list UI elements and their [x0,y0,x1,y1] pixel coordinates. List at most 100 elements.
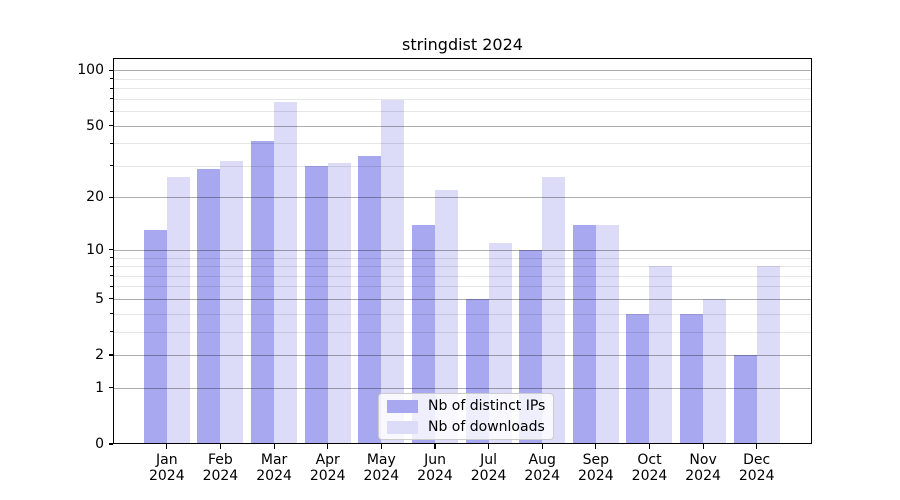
x-axis-tick-label: Dec 2024 [727,452,787,484]
bar-ips-jun [411,224,435,444]
x-tick-month: May [366,452,396,468]
bar-downloads-dec [756,266,780,444]
bar-downloads-sep [595,224,619,444]
minor-gridline [113,331,812,333]
bar-ips-oct [626,313,650,444]
x-tick-year: 2024 [148,468,185,484]
y-axis-tick-label: 20 [86,189,104,206]
y-axis-tick-mark [108,124,113,127]
x-tick-year: 2024 [685,468,721,484]
y-axis-minor-tick-mark [110,275,113,277]
x-tick-month: Dec [743,452,771,468]
x-axis-tick-label: May 2024 [351,452,411,484]
legend-item-distinct-ips: Nb of distinct IPs [387,397,545,415]
bar-downloads-apr [327,163,351,444]
x-axis-tick-mark [648,444,651,449]
bar-downloads-oct [649,266,673,444]
x-axis-tick-label: Nov 2024 [673,452,733,484]
major-gridline [113,387,812,389]
x-axis-tick-mark [488,444,490,449]
y-axis-tick-label: 2 [95,347,104,363]
y-axis-tick-mark [108,387,113,389]
x-tick-year: 2024 [631,468,668,484]
x-tick-year: 2024 [470,468,507,484]
chart-title: stringdist 2024 [402,35,523,54]
x-tick-year: 2024 [524,468,560,484]
x-tick-year: 2024 [577,468,614,484]
x-axis-tick-mark [166,444,168,449]
y-axis-tick-mark [108,443,113,445]
y-axis-tick-mark [108,196,113,198]
bar-downloads-jun [434,190,458,444]
y-axis-minor-tick-mark [110,142,113,144]
legend-swatch-downloads [387,420,418,434]
minor-gridline [113,286,812,288]
x-tick-month: Apr [315,452,340,468]
y-axis-tick-label: 0 [95,436,104,452]
y-axis-tick-mark [108,354,113,356]
x-axis-tick-mark [434,444,436,449]
bar-ips-may [358,156,382,444]
y-axis-tick-mark [108,249,113,251]
bar-downloads-mar [274,102,298,444]
y-axis-minor-tick-mark [110,257,113,258]
x-axis-tick-mark [327,444,329,449]
x-axis-tick-label: Feb 2024 [190,452,250,484]
y-axis-minor-tick-mark [110,285,113,287]
major-gridline [113,249,812,251]
bar-downloads-feb [220,160,244,444]
x-axis-tick-label: Jan 2024 [137,452,197,484]
bar-downloads-nov [703,298,727,444]
x-tick-month: Jan [156,452,178,468]
y-axis-minor-tick-mark [110,331,113,333]
y-axis-minor-tick-mark [110,87,113,89]
legend-label-distinct-ips: Nb of distinct IPs [428,398,546,414]
x-tick-year: 2024 [309,468,346,484]
legend-item-downloads: Nb of downloads [387,418,545,436]
bar-ips-feb [197,168,221,444]
x-axis-tick-label: Jul 2024 [459,452,519,484]
y-axis-tick-label: 50 [86,117,104,134]
y-axis-minor-tick-mark [110,313,113,315]
x-tick-year: 2024 [417,468,453,484]
x-tick-month: Mar [260,452,288,468]
x-tick-month: Jul [480,452,498,468]
bar-ips-sep [572,224,596,444]
plot-area [113,58,812,444]
y-axis-tick-label: 1 [95,379,104,396]
minor-gridline [113,266,812,267]
minor-gridline [113,78,812,80]
x-tick-year: 2024 [256,468,292,484]
bar-ips-jan [143,230,167,444]
bar-ips-mar [251,141,275,444]
x-tick-year: 2024 [738,468,775,484]
x-axis-tick-mark [595,444,597,449]
x-tick-year: 2024 [363,468,400,484]
bar-downloads-may [381,99,405,444]
y-axis-tick-mark [108,298,113,300]
y-axis-minor-tick-mark [110,110,113,112]
y-axis-tick-label: 10 [86,241,104,258]
x-axis-tick-mark [541,444,543,449]
y-axis-minor-tick-mark [110,265,113,267]
major-gridline [113,197,812,199]
y-axis-minor-tick-mark [110,98,113,100]
x-tick-month: Oct [637,452,662,468]
minor-gridline [113,98,812,100]
x-tick-year: 2024 [202,468,239,484]
x-tick-month: Aug [528,452,556,468]
minor-gridline [113,111,812,112]
minor-gridline [113,313,812,315]
minor-gridline [113,88,812,90]
major-gridline [113,70,812,72]
minor-gridline [113,143,812,145]
legend-label-downloads: Nb of downloads [428,419,545,435]
minor-gridline [113,275,812,277]
x-tick-month: Feb [207,452,233,468]
y-axis-minor-tick-mark [110,78,113,80]
bar-ips-apr [304,165,328,444]
x-tick-month: Nov [689,452,717,468]
x-axis-tick-mark [219,444,221,449]
y-axis-tick-label: 100 [77,62,104,79]
